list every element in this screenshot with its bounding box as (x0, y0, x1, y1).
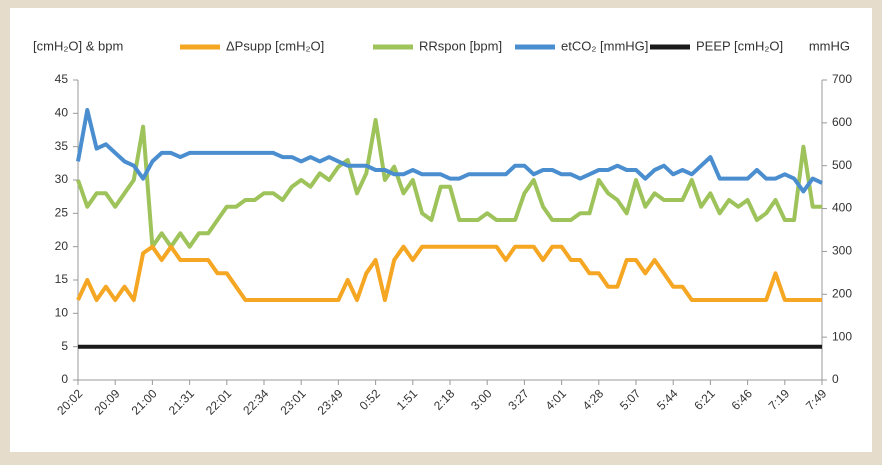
y-tick-label: 45 (55, 72, 69, 86)
legend-label: RRspon [bpm] (419, 38, 502, 53)
y2-tick-label: 100 (832, 329, 852, 343)
y-tick-label: 15 (55, 272, 69, 286)
legend-label: ΔPsupp [cmH₂O] (226, 38, 324, 53)
panel (10, 8, 872, 452)
y-tick-label: 5 (61, 339, 68, 353)
y-tick-label: 25 (55, 206, 69, 220)
y-tick-label: 30 (55, 172, 69, 186)
y-axis-label: [cmH₂O] & bpm (33, 38, 123, 53)
y2-tick-label: 600 (832, 115, 852, 129)
y2-tick-label: 700 (832, 72, 852, 86)
y2-tick-label: 300 (832, 244, 852, 258)
y2-axis-label: mmHG (809, 38, 850, 53)
series-line (76, 108, 823, 194)
series-line (76, 118, 822, 249)
y2-tick-label: 400 (832, 201, 852, 215)
legend-label: etCO₂ [mmHG] (561, 38, 648, 53)
y2-tick-label: 500 (832, 158, 852, 172)
series-line (76, 244, 822, 302)
y-tick-label: 0 (61, 372, 68, 386)
y-tick-label: 20 (55, 239, 69, 253)
y-tick-label: 40 (55, 106, 69, 120)
y2-tick-label: 200 (832, 286, 852, 300)
y-tick-label: 35 (55, 139, 69, 153)
y2-tick-label: 0 (832, 372, 839, 386)
legend-label: PEEP [cmH₂O] (696, 38, 783, 53)
y-tick-label: 10 (55, 306, 69, 320)
